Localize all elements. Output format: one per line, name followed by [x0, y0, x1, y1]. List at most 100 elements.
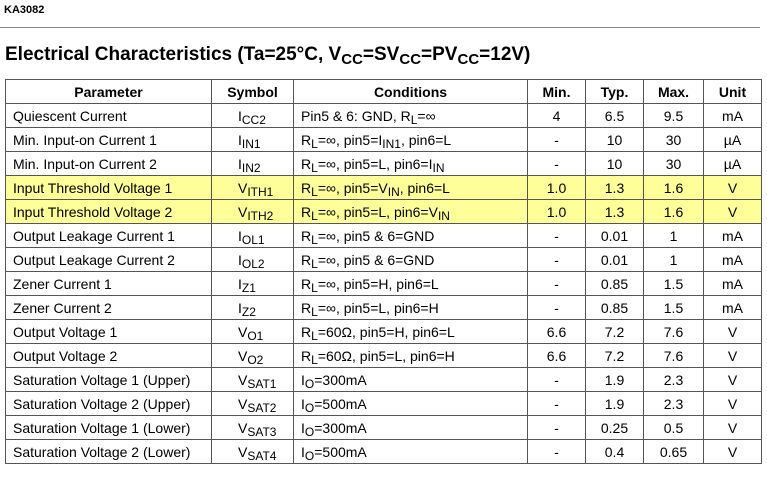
table-cell: Zener Current 1 — [5, 271, 212, 296]
text: 1.9 — [604, 395, 625, 412]
text: 6.6 — [546, 347, 567, 364]
text: R — [301, 323, 312, 340]
table-cell: VITH1 — [211, 175, 294, 200]
text: 7.2 — [604, 347, 625, 364]
text: =300mA — [314, 371, 367, 388]
text: 0.85 — [600, 299, 629, 316]
subscript: O — [304, 424, 315, 439]
text: R — [301, 203, 312, 220]
text: 30 — [665, 155, 682, 172]
table-cell: 10 — [585, 151, 644, 176]
table-cell: 0.65 — [643, 439, 704, 464]
text: V — [238, 371, 248, 388]
text: 10 — [606, 131, 623, 148]
text: - — [554, 443, 559, 460]
table-row: Zener Current 2 IZ2 RL=∞, pin5=L, pin6=H -0… — [5, 295, 762, 320]
text: - — [554, 275, 559, 292]
text: 1.3 — [604, 179, 625, 196]
table-cell: mA — [703, 223, 762, 248]
text: I — [301, 443, 305, 460]
text: =500mA — [314, 395, 367, 412]
text: Saturation Voltage 1 (Lower) — [13, 419, 191, 436]
text: Output Voltage 2 — [13, 347, 118, 364]
text: Pin5 & 6: GND, R — [301, 107, 411, 124]
table-cell: VSAT1 — [211, 367, 294, 392]
text: 1.0 — [546, 179, 567, 196]
text: V — [238, 323, 248, 340]
text: µA — [723, 131, 742, 148]
subscript: L — [311, 160, 318, 175]
table-cell: VITH2 — [211, 199, 294, 224]
subscript: L — [410, 112, 418, 127]
text: mA — [722, 251, 743, 268]
column-header: Typ. — [585, 79, 644, 104]
text: 0.01 — [600, 251, 629, 268]
text: R — [301, 347, 312, 364]
column-header: Max. — [643, 79, 704, 104]
text: R — [301, 131, 312, 148]
subscript: L — [311, 304, 318, 319]
table-cell: Output Leakage Current 1 — [5, 223, 212, 248]
subscript: L — [311, 136, 318, 151]
text: R — [301, 155, 312, 172]
text: =SV — [362, 44, 400, 65]
table-cell: IO=300mA — [293, 415, 528, 440]
table-cell: 1.0 — [527, 199, 586, 224]
table-cell: 1.6 — [643, 199, 704, 224]
text: I — [238, 251, 242, 268]
table-cell: RL=∞, pin5=H, pin6=L — [293, 271, 528, 296]
text: =∞, pin5=L, pin6=H — [317, 299, 439, 316]
text: I — [238, 155, 242, 172]
table-cell: RL=∞, pin5=VIN, pin6=L — [293, 175, 528, 200]
text: Zener Current 1 — [13, 275, 112, 292]
table-cell: Input Threshold Voltage 1 — [5, 175, 212, 200]
table-cell: 1.5 — [643, 295, 704, 320]
table-cell: V — [703, 343, 762, 368]
table-cell: 9.5 — [643, 103, 704, 128]
table-cell: 10 — [585, 127, 644, 152]
table-cell: V — [703, 367, 762, 392]
table-cell: mA — [703, 295, 762, 320]
text: Saturation Voltage 2 (Upper) — [13, 395, 191, 412]
table-cell: 7.2 — [585, 343, 644, 368]
text: =∞, pin5=I — [317, 131, 383, 148]
subscript: IN — [437, 208, 450, 223]
text: I — [238, 131, 242, 148]
table-cell: 0.85 — [585, 295, 644, 320]
table-cell: RL=60Ω, pin5=L, pin6=H — [293, 343, 528, 368]
subscript: Z1 — [241, 280, 256, 295]
table-cell: IZ1 — [211, 271, 294, 296]
table-row: Output Leakage Current 1 IOL1 RL=∞, pin5 &… — [5, 223, 762, 248]
table-cell: Output Leakage Current 2 — [5, 247, 212, 272]
column-header: Unit — [703, 79, 762, 104]
table-cell: IO=500mA — [293, 391, 528, 416]
table-cell: RL=∞, pin5=L, pin6=H — [293, 295, 528, 320]
text: V — [238, 419, 248, 436]
table-cell: VO2 — [211, 343, 294, 368]
subscript: Z2 — [241, 304, 256, 319]
table-cell: 0.85 — [585, 271, 644, 296]
table-cell: IIN1 — [211, 127, 294, 152]
table-row: Output Voltage 1 VO1 RL=60Ω, pin5=H, pin6=… — [5, 319, 762, 344]
text: 6.6 — [546, 323, 567, 340]
text: V — [727, 179, 738, 196]
table-cell: Input Threshold Voltage 2 — [5, 199, 212, 224]
subscript: IN1 — [382, 136, 401, 151]
text: I — [301, 419, 305, 436]
text: I — [238, 299, 242, 316]
table-row: Saturation Voltage 2 (Lower) VSAT4 IO=500m… — [5, 439, 762, 464]
table-cell: RL=∞, pin5=L, pin6=VIN — [293, 199, 528, 224]
text: 6.5 — [604, 107, 625, 124]
text: Output Leakage Current 2 — [13, 251, 175, 268]
text: 2.3 — [663, 395, 684, 412]
table-cell: 1 — [643, 223, 704, 248]
table-cell: RL=∞, pin5=L, pin6=IIN — [293, 151, 528, 176]
text: I — [301, 395, 305, 412]
table-row: Zener Current 1 IZ1 RL=∞, pin5=H, pin6=L - 0… — [5, 271, 762, 296]
text: 0.01 — [600, 227, 629, 244]
table-row: Quiescent Current ICC2 Pin5 & 6: GND, RL=∞… — [5, 103, 762, 128]
subscript: L — [311, 208, 318, 223]
text: 1.5 — [663, 299, 684, 316]
table-cell: Saturation Voltage 1 (Lower) — [5, 415, 212, 440]
table-cell: Output Voltage 1 — [5, 319, 212, 344]
